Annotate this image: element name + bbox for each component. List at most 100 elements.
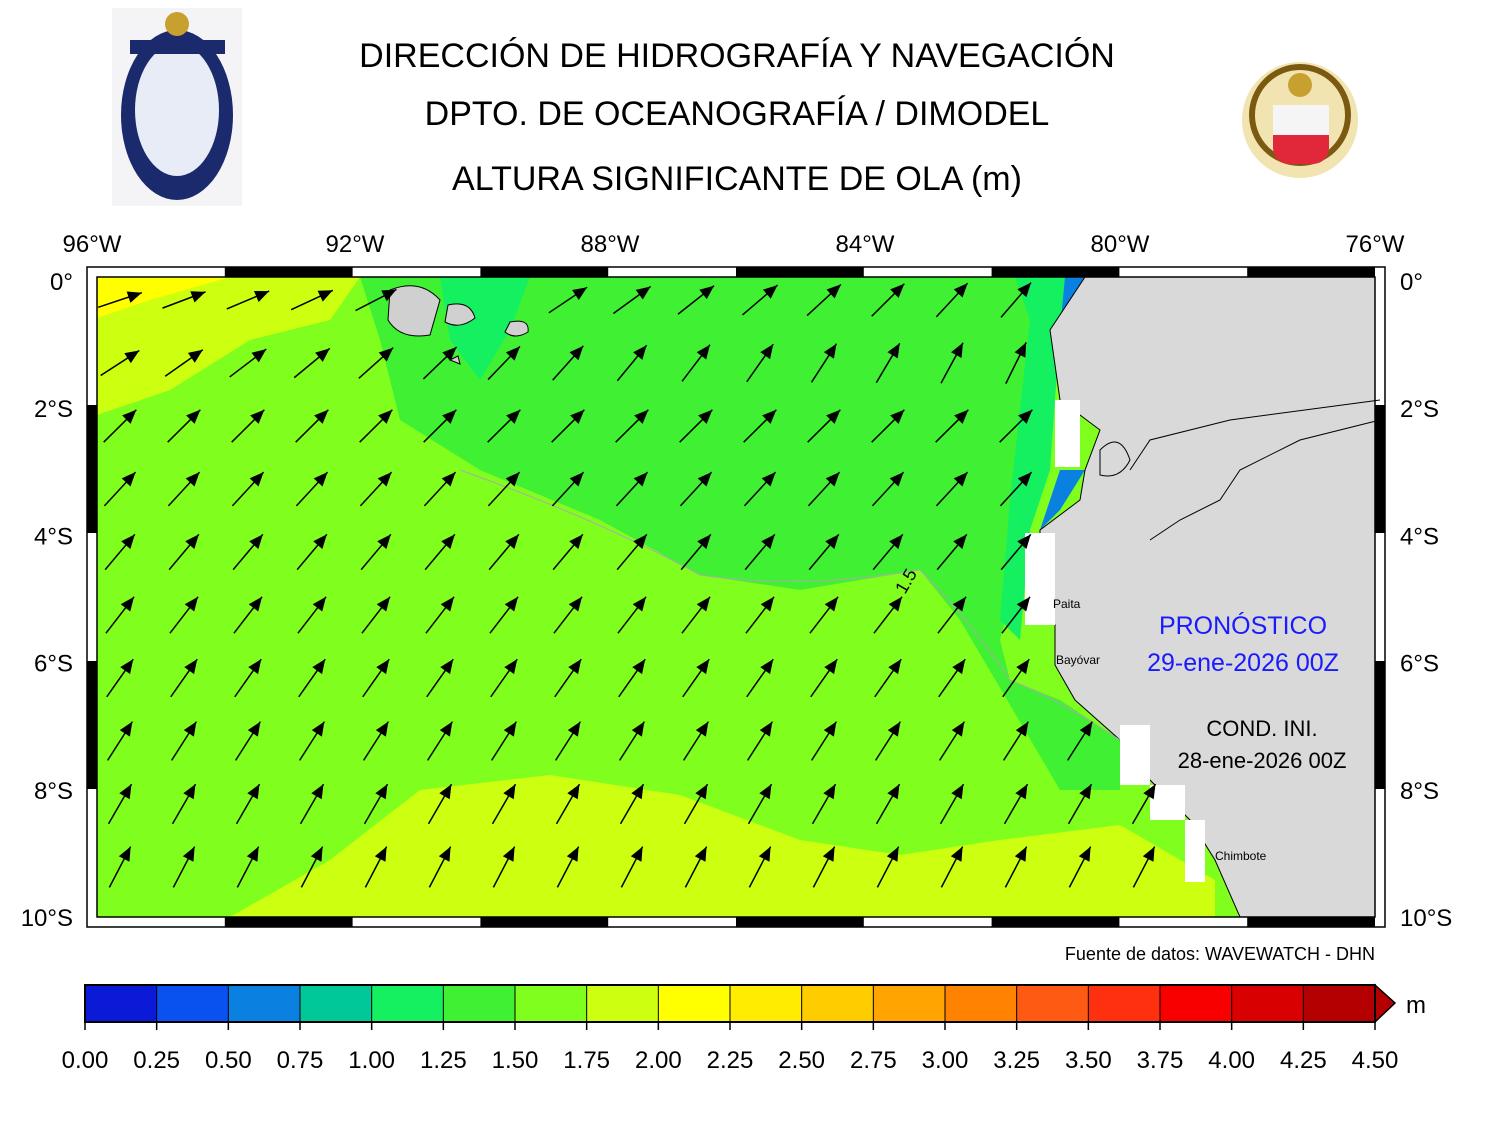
arrow-head xyxy=(760,659,774,675)
arrow-head xyxy=(633,472,648,487)
arrow-head xyxy=(572,287,588,300)
forecast-date: 29-ene-2026 00Z xyxy=(1147,649,1339,677)
arrow-head xyxy=(570,409,585,424)
colorbar-tick-label: 0.75 xyxy=(277,1047,324,1074)
frame-strip xyxy=(736,267,864,277)
arrow-head xyxy=(119,721,133,737)
colorbar-tick-label: 1.50 xyxy=(492,1047,539,1074)
colorbar-tick-label: 2.50 xyxy=(778,1047,825,1074)
colorbar-tick-label: 3.25 xyxy=(993,1047,1040,1074)
arrow-head xyxy=(439,784,452,800)
arrow-head xyxy=(696,344,710,360)
arrow-head xyxy=(630,846,643,862)
arrow-head xyxy=(376,659,390,675)
lat-label: 10°S xyxy=(21,905,73,932)
lon-label: 96°W xyxy=(63,231,122,258)
lat-label: 10°S xyxy=(1400,905,1452,932)
arrow-head xyxy=(953,472,968,487)
arrow-head xyxy=(1015,721,1029,737)
arrow-head xyxy=(696,596,711,612)
colorbar: 0.00 0.25 0.50 0.75 1.00 1.25 1.50 1.75 2.00 2.25… xyxy=(62,983,1398,1074)
init-date: 28-ene-2026 00Z xyxy=(1178,748,1347,773)
arrow-head xyxy=(887,784,900,800)
arrow-head xyxy=(184,659,198,675)
lat-label: 6°S xyxy=(1400,651,1439,678)
colorbar-swatch xyxy=(1231,984,1305,1023)
arrow-head xyxy=(1016,659,1030,675)
arrow-head xyxy=(1018,409,1033,424)
colorbar-swatch xyxy=(1087,984,1162,1023)
arrow-head xyxy=(568,596,583,612)
init-label: COND. INI. xyxy=(1206,716,1317,741)
arrow-head xyxy=(569,472,584,487)
lon-label: 76°W xyxy=(1346,231,1405,258)
arrow-head xyxy=(374,846,387,862)
arrow-head xyxy=(441,472,456,487)
arrow-head xyxy=(823,784,836,800)
arrow-head xyxy=(634,409,649,424)
wave-field xyxy=(97,276,1381,918)
frame-strip xyxy=(736,917,864,927)
arrow-head xyxy=(1079,721,1093,737)
arrow-head xyxy=(758,846,771,862)
arrow-head xyxy=(1079,784,1092,800)
arrow-head xyxy=(569,534,583,549)
arrow-head xyxy=(247,784,260,800)
arrow-head xyxy=(317,290,333,302)
arrow-head xyxy=(954,409,969,424)
arrow-head xyxy=(696,659,710,675)
arrow-head xyxy=(951,784,964,800)
arrow-head xyxy=(1014,846,1027,862)
arrow-head xyxy=(695,784,708,800)
arrow-head xyxy=(186,409,201,424)
frame-strip xyxy=(224,267,353,277)
arrow-head xyxy=(502,846,515,862)
arrow-head xyxy=(251,349,267,363)
arrow-head xyxy=(1017,534,1031,549)
arrow-head xyxy=(694,846,707,862)
arrow-head xyxy=(440,659,454,675)
arrow-head xyxy=(1016,596,1031,612)
arrow-head xyxy=(503,721,517,737)
colorbar-unit: m xyxy=(1406,992,1426,1019)
arrow-head xyxy=(182,846,195,862)
arrow-head xyxy=(121,534,135,549)
arrow-head xyxy=(311,784,324,800)
colorbar-swatch xyxy=(299,984,373,1023)
arrow-head xyxy=(504,659,518,675)
colorbar-swatch xyxy=(227,984,301,1023)
arrow-head xyxy=(888,596,903,612)
arrow-head xyxy=(126,291,142,303)
arrow-head xyxy=(312,659,326,675)
arrow-head xyxy=(375,721,389,737)
colorbar-tick-label: 0.50 xyxy=(205,1047,252,1074)
right-logo xyxy=(1242,62,1358,178)
arrow-head xyxy=(190,291,206,303)
arrow-head xyxy=(313,534,327,549)
arrow-head xyxy=(631,784,644,800)
arrow-head xyxy=(119,784,132,800)
lat-label: 4°S xyxy=(1400,523,1439,550)
colorbar-tick-label: 3.75 xyxy=(1137,1047,1184,1074)
colorbar-arrow xyxy=(1374,983,1397,1024)
arrow-head xyxy=(506,409,521,424)
arrow-head xyxy=(887,343,900,359)
arrow-head xyxy=(952,659,966,675)
title-line: ALTURA SIGNIFICANTE DE OLA (m) xyxy=(452,160,1022,198)
arrow-head xyxy=(247,721,261,737)
arrow-head xyxy=(1143,784,1156,800)
arrow-head xyxy=(442,409,457,424)
colorbar-tick-label: 2.75 xyxy=(850,1047,897,1074)
place-label: Paita xyxy=(1053,597,1081,611)
lat-label: 2°S xyxy=(1400,396,1439,423)
colorbar-tick-label: 3.50 xyxy=(1065,1047,1112,1074)
arrow-head xyxy=(375,784,388,800)
title-line: DIRECCIÓN DE HIDROGRAFÍA Y NAVEGACIÓN xyxy=(359,37,1115,75)
colorbar-swatch xyxy=(729,984,803,1023)
frame-strip xyxy=(1247,267,1375,277)
frame-strip xyxy=(87,661,97,789)
lon-label: 84°W xyxy=(836,231,895,258)
arrow-head xyxy=(953,534,967,549)
arrow-head xyxy=(118,846,131,862)
